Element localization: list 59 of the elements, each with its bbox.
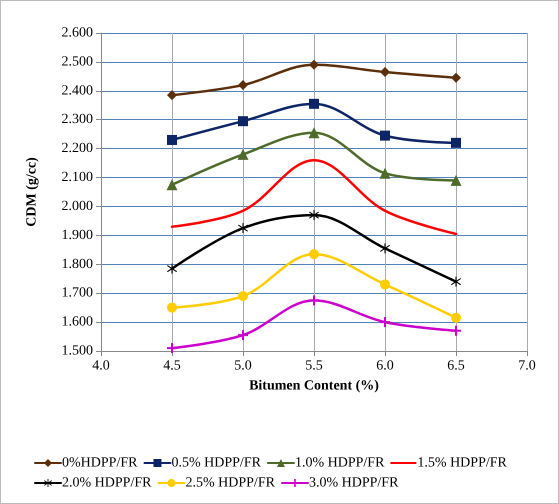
- point: [309, 295, 319, 306]
- legend-label: 3.0% HDPP/FR: [308, 476, 400, 490]
- y-tick-label: 1.600: [62, 314, 93, 330]
- x-tick-label: 6.5: [447, 358, 465, 374]
- point: [380, 317, 390, 328]
- legend-label: 2.0% HDPP/FR: [62, 476, 152, 490]
- point: [238, 291, 248, 302]
- point: [451, 312, 461, 323]
- legend-label: 1.5% HDPP/FR: [417, 456, 508, 470]
- point: [380, 243, 390, 254]
- legend-label: 1.0% HDPP/FR: [294, 456, 386, 470]
- point: [167, 90, 177, 100]
- x-tick-label: 5.5: [305, 358, 323, 374]
- point: [238, 116, 248, 126]
- y-tick-label: 1.700: [62, 286, 93, 301]
- point: [238, 80, 248, 90]
- x-axis-title: Bitumen Content (%): [249, 378, 380, 394]
- point: [380, 280, 390, 290]
- y-tick-label: 1.500: [62, 344, 93, 358]
- point: [238, 330, 248, 340]
- point: [166, 179, 178, 190]
- legend-label: 0%HDPP/FR: [62, 456, 138, 470]
- point: [451, 276, 461, 287]
- y-tick-label: 1.800: [62, 256, 93, 272]
- point: [380, 67, 390, 78]
- point: [451, 326, 461, 336]
- y-axis-title: CDM (g/cc): [24, 156, 40, 227]
- point: [167, 134, 177, 145]
- point: [238, 223, 248, 234]
- point: [167, 343, 177, 354]
- y-tick-label: 2.500: [62, 54, 93, 70]
- x-tick-label: 4.0: [92, 358, 110, 374]
- x-tick-label: 4.5: [163, 358, 181, 374]
- point: [450, 174, 462, 186]
- point: [167, 264, 177, 274]
- point: [238, 148, 248, 160]
- legend-label: 0.5% HDPP/FR: [171, 456, 262, 470]
- point: [451, 72, 461, 83]
- point: [309, 98, 319, 109]
- point: [380, 130, 390, 141]
- point: [380, 168, 390, 179]
- x-tick-label: 7.0: [518, 358, 536, 374]
- legend-label: 2.5% HDPP/FR: [185, 476, 276, 490]
- line-series: [170, 158, 458, 236]
- y-tick-label: 2.400: [62, 83, 93, 98]
- x-tick-label: 6.0: [376, 358, 394, 374]
- y-tick-label: 2.000: [62, 198, 93, 214]
- point: [451, 138, 461, 148]
- y-tick-label: 2.200: [62, 141, 93, 156]
- y-tick-label: 2.300: [62, 112, 93, 128]
- y-tick-label: 1.900: [62, 228, 93, 243]
- point: [308, 127, 320, 138]
- point: [309, 60, 319, 70]
- point: [167, 302, 177, 313]
- point: [309, 249, 319, 260]
- y-tick-label: 2.600: [62, 26, 93, 40]
- x-tick-label: 5.0: [234, 358, 252, 374]
- y-tick-label: 2.100: [62, 170, 93, 186]
- point: [309, 210, 319, 220]
